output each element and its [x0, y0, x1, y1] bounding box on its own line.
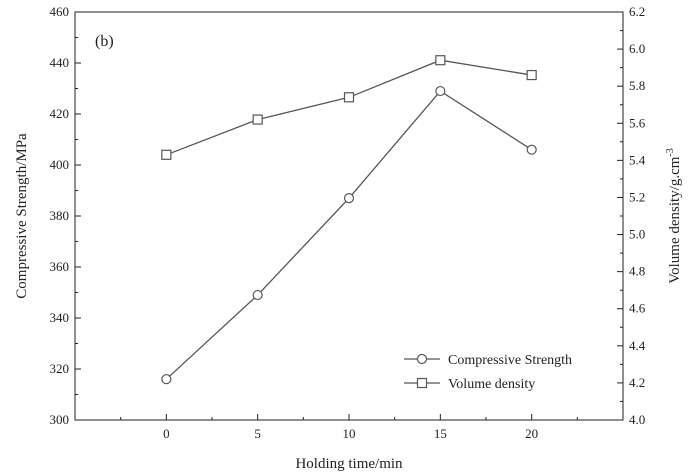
x-tick-label: 20: [525, 426, 538, 441]
y-axis-right-title: Volume density/g.cm-3: [665, 148, 683, 284]
y-right-tick-label: 6.0: [629, 41, 645, 56]
data-point-volume-density: [161, 149, 172, 160]
y-left-tick-label: 400: [50, 157, 70, 172]
y-right-tick-label: 5.4: [629, 152, 646, 167]
data-point-volume-density: [343, 92, 355, 103]
legend-marker-square: [416, 377, 428, 389]
data-point-compressive-strength: [526, 144, 537, 155]
legend-marker-circle: [416, 353, 428, 365]
y-right-tick-label: 4.4: [629, 338, 646, 353]
y-right-tick-label: 5.0: [629, 227, 645, 242]
x-tick-label: 5: [254, 426, 261, 441]
y-right-tick-label: 5.8: [629, 78, 645, 93]
y-left-tick-label: 440: [50, 55, 70, 70]
x-axis-title: Holding time/min: [295, 456, 403, 472]
y-left-tick-label: 420: [50, 106, 70, 121]
data-point-volume-density: [435, 55, 446, 66]
y-right-tick-label: 4.0: [629, 412, 645, 427]
y-right-tick-label: 4.8: [629, 264, 645, 279]
series-layer: [161, 55, 537, 385]
legend: Compressive Strength Volume density: [404, 353, 572, 392]
y-left-tick-label: 360: [50, 259, 70, 274]
y-right-tick-label: 5.2: [629, 189, 645, 204]
x-tick-label: 0: [163, 426, 170, 441]
y-axis-right-title-sup: -3: [665, 148, 676, 156]
y-left-tick-label: 460: [50, 4, 70, 19]
y-right-tick-label: 6.2: [629, 4, 645, 19]
x-tick-label: 10: [343, 426, 356, 441]
y-right-tick-label: 4.6: [629, 301, 646, 316]
x-tick-label: 15: [434, 426, 447, 441]
y-left-tick-label: 300: [50, 412, 70, 427]
y-right-tick-label: 5.6: [629, 115, 646, 130]
y-left-tick-label: 340: [50, 310, 70, 325]
data-point-volume-density: [526, 69, 537, 81]
y-left-tick-label: 320: [50, 361, 70, 376]
data-point-compressive-strength: [343, 193, 355, 204]
data-point-compressive-strength: [252, 289, 263, 301]
legend-label-compressive-strength: Compressive Strength: [448, 353, 572, 368]
data-point-volume-density: [252, 114, 263, 125]
data-point-compressive-strength: [435, 85, 446, 97]
y-left-tick-label: 380: [50, 208, 70, 223]
panel-label: (b): [95, 33, 114, 50]
legend-label-volume-density: Volume density: [448, 377, 535, 392]
data-point-compressive-strength: [161, 374, 172, 385]
y-right-tick-label: 4.2: [629, 375, 645, 390]
y-axis-right-title-main: Volume density/g.cm: [667, 156, 683, 284]
y-axis-left-title: Compressive Strength/MPa: [14, 133, 30, 299]
ticks-layer: 0 5 10 15 20 300 320 340 360 380 400 420 440 460 4.0 4.…: [50, 4, 646, 441]
series-line-volume-density: [166, 59, 532, 156]
